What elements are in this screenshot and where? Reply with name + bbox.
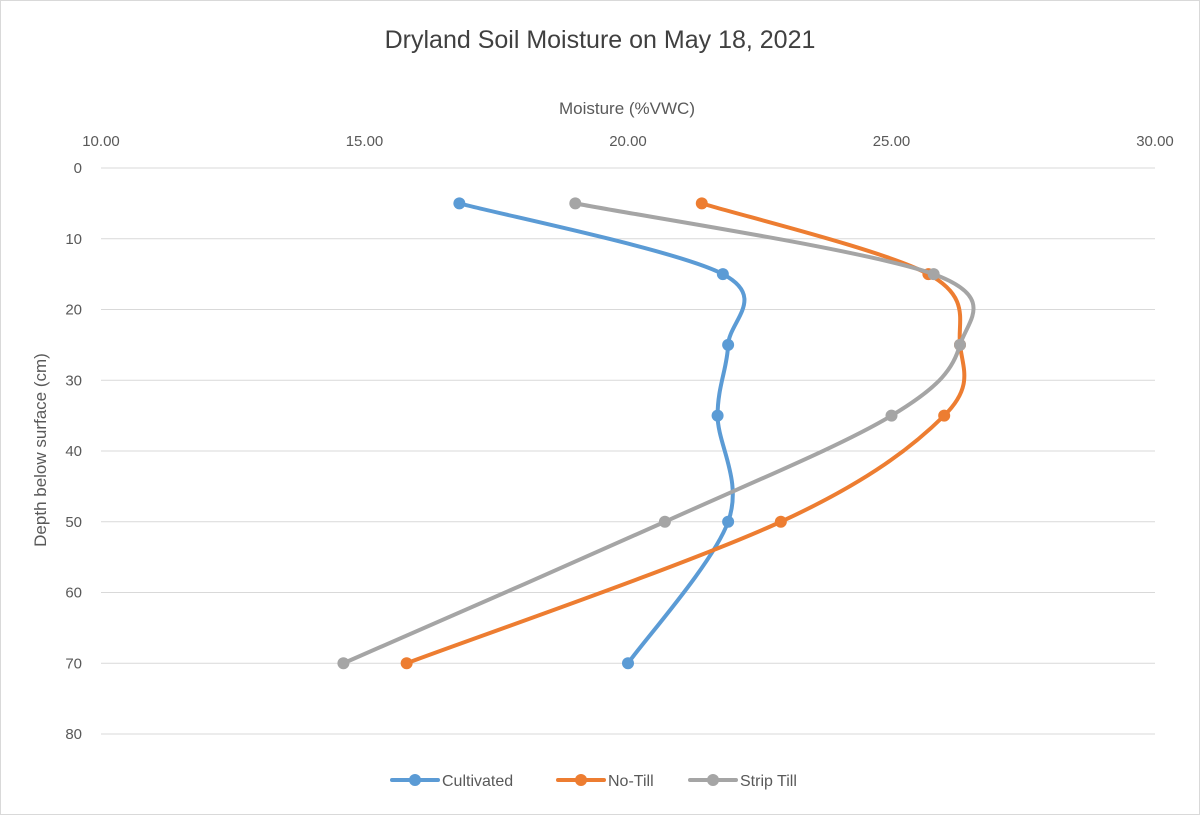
data-series (337, 197, 976, 670)
legend-item-strip-till: Strip Till (688, 773, 797, 790)
legend-item-no-till: No-Till (556, 773, 654, 790)
y-tick-label: 80 (65, 726, 82, 743)
y-tick-label: 60 (65, 585, 82, 602)
x-tick-label: 15.00 (346, 133, 384, 150)
data-point-strip-till (337, 657, 350, 670)
data-point-cultivated (711, 409, 724, 422)
legend: Cultivated No-Till Strip Till (390, 773, 797, 790)
x-tick-label: 30.00 (1136, 133, 1174, 150)
y-tick-labels: 0 10 20 30 40 50 60 70 80 (65, 160, 82, 743)
data-point-strip-till (569, 197, 582, 210)
series-cultivated (453, 197, 747, 670)
data-point-cultivated (453, 197, 466, 210)
y-tick-label: 30 (65, 372, 82, 389)
data-point-strip-till (954, 338, 967, 351)
x-axis-title: Moisture (%VWC) (559, 99, 695, 118)
data-point-cultivated (622, 657, 634, 670)
data-point-no-till (938, 409, 951, 422)
data-point-cultivated (722, 515, 735, 528)
legend-label-cultivated: Cultivated (442, 773, 513, 790)
data-point-no-till (774, 515, 787, 528)
y-tick-label: 40 (65, 443, 82, 460)
data-point-strip-till (885, 409, 898, 422)
x-tick-label: 25.00 (873, 133, 911, 150)
y-tick-label: 20 (65, 302, 82, 319)
series-line-no-till (404, 201, 967, 666)
chart-title: Dryland Soil Moisture on May 18, 2021 (384, 26, 816, 54)
x-tick-labels: 10.00 15.00 20.00 25.00 30.00 (82, 133, 1174, 150)
gridlines (101, 167, 1155, 735)
legend-label-no-till: No-Till (608, 773, 654, 790)
legend-marker-no-till (575, 774, 587, 786)
y-tick-label: 0 (74, 160, 82, 177)
data-point-no-till (400, 657, 413, 670)
y-tick-label: 70 (65, 655, 82, 672)
data-point-strip-till (658, 515, 671, 528)
legend-item-cultivated: Cultivated (390, 773, 513, 790)
legend-label-strip-till: Strip Till (740, 773, 797, 790)
x-tick-label: 20.00 (609, 133, 647, 150)
x-tick-label: 10.00 (82, 133, 120, 150)
series-strip-till (337, 197, 976, 670)
data-point-cultivated (716, 268, 729, 281)
y-axis-title: Depth below surface (cm) (31, 353, 50, 547)
data-point-strip-till (927, 268, 940, 281)
y-tick-label: 50 (65, 514, 82, 531)
data-point-cultivated (722, 338, 735, 351)
y-tick-label: 10 (65, 231, 82, 248)
legend-marker-cultivated (409, 774, 421, 786)
series-no-till (400, 197, 967, 670)
data-point-no-till (695, 197, 708, 210)
series-line-strip-till (341, 201, 976, 666)
legend-marker-strip-till (707, 774, 719, 786)
